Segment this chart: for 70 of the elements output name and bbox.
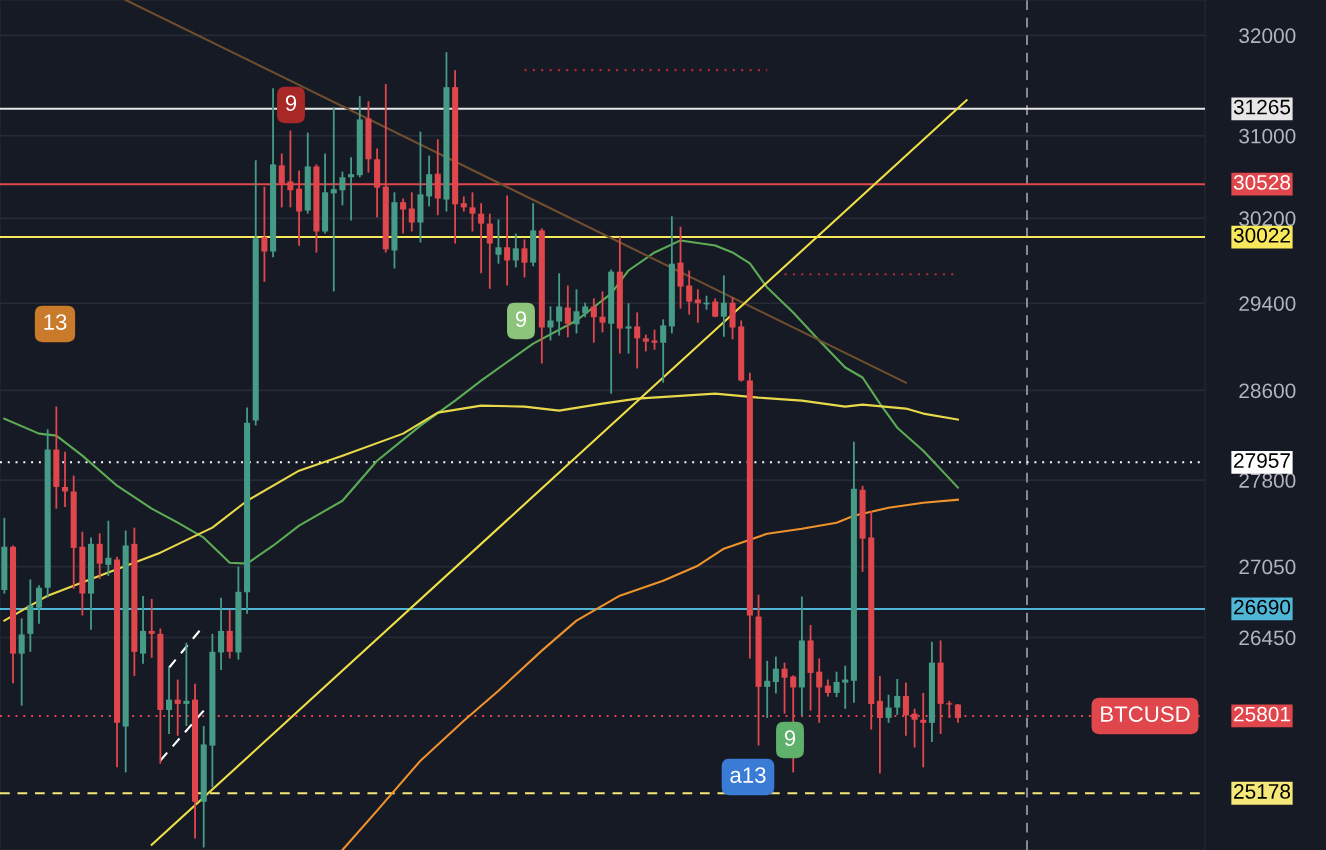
annotation: 13 xyxy=(44,314,67,330)
annotation: a13 xyxy=(730,767,766,783)
candlestick xyxy=(772,655,779,695)
ref-line-label: 25801 xyxy=(1234,706,1290,722)
candlestick xyxy=(547,305,554,342)
candlestick xyxy=(469,191,476,233)
candlestick xyxy=(556,272,563,337)
candlestick xyxy=(105,519,112,577)
candlestick xyxy=(166,665,173,735)
candlestick xyxy=(261,185,268,283)
candlestick xyxy=(720,274,727,338)
y-tick-label: 27050 xyxy=(1239,559,1296,575)
candlestick xyxy=(339,170,346,207)
annotation: BTCUSD xyxy=(1101,706,1190,722)
candlestick xyxy=(686,269,693,316)
ref-line-label: 27957 xyxy=(1234,453,1290,468)
candlestick xyxy=(426,154,433,208)
candlestick xyxy=(140,595,147,665)
candlestick xyxy=(660,318,667,384)
y-tick-label: 29400 xyxy=(1239,296,1296,311)
candlestick xyxy=(408,191,415,233)
y-tick-label: 27800 xyxy=(1239,473,1296,488)
ref-line-label: 30528 xyxy=(1233,175,1291,190)
candlestick xyxy=(894,678,901,716)
candlestick xyxy=(920,692,927,769)
candlestick xyxy=(330,106,337,293)
candlestick xyxy=(876,675,883,775)
candlestick xyxy=(348,156,355,222)
candlestick xyxy=(677,225,684,310)
candlestick xyxy=(833,670,840,699)
line-series xyxy=(3,239,959,565)
annotation: 9 xyxy=(285,95,297,111)
candlestick xyxy=(486,212,493,290)
candlestick xyxy=(599,290,606,334)
candlestick xyxy=(218,596,225,671)
annotation: 9 xyxy=(515,311,527,327)
line-series xyxy=(341,498,959,850)
candlestick xyxy=(625,302,632,355)
y-tick-label: 26450 xyxy=(1239,630,1296,646)
candlestick xyxy=(35,584,43,625)
candlestick xyxy=(694,288,701,324)
ref-line-label: 25178 xyxy=(1234,784,1291,799)
candlestick xyxy=(478,202,485,275)
y-tick-label: 32000 xyxy=(1239,28,1296,44)
candlestick xyxy=(96,532,103,580)
ref-line-label: 26690 xyxy=(1234,599,1291,615)
candlestick xyxy=(651,328,658,351)
candlestick xyxy=(764,659,771,719)
ref-line-label: 30022 xyxy=(1233,227,1290,243)
annotation: 9 xyxy=(784,730,796,746)
y-tick-label: 30200 xyxy=(1239,211,1296,227)
y-tick-label: 31000 xyxy=(1239,128,1296,144)
candlestick xyxy=(590,297,597,344)
candlestick xyxy=(400,197,407,235)
candlestick xyxy=(495,218,502,265)
candlestick xyxy=(521,238,528,279)
candlestick xyxy=(634,311,641,370)
candlestick xyxy=(18,617,25,707)
candlestick xyxy=(885,693,892,724)
candlestick xyxy=(226,608,233,660)
candlestick xyxy=(148,597,155,659)
candlestick xyxy=(842,664,849,710)
ref-line-label: 31265 xyxy=(1233,99,1291,115)
candlestick xyxy=(183,641,190,727)
candlestick xyxy=(781,661,788,715)
y-tick-label: 28600 xyxy=(1239,383,1296,399)
candlestick xyxy=(564,284,571,339)
candlestick xyxy=(573,288,580,335)
candlestick xyxy=(504,194,511,287)
candlestick xyxy=(512,232,519,269)
